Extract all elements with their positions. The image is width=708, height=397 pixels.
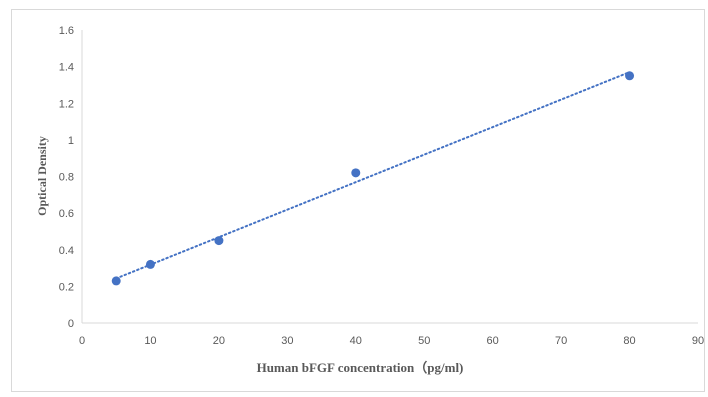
x-tick-label: 90 bbox=[692, 335, 704, 347]
y-tick-label: 1.4 bbox=[59, 62, 74, 74]
data-points bbox=[111, 71, 635, 286]
trendline-group bbox=[115, 71, 631, 280]
data-point bbox=[351, 168, 361, 178]
x-tick-label: 50 bbox=[418, 335, 430, 347]
trendline bbox=[115, 71, 631, 280]
x-tick-label: 60 bbox=[487, 335, 499, 347]
x-tick-label: 0 bbox=[79, 335, 85, 347]
data-point bbox=[111, 276, 121, 286]
x-tick-label: 70 bbox=[555, 335, 567, 347]
axes bbox=[81, 30, 698, 324]
x-tick-label: 30 bbox=[281, 335, 293, 347]
data-point bbox=[625, 71, 635, 81]
chart-frame bbox=[11, 9, 705, 392]
y-tick-label: 1 bbox=[68, 135, 74, 147]
x-tick-label: 80 bbox=[623, 335, 635, 347]
x-tick-labels: 0 10 20 30 40 50 60 70 80 90 bbox=[79, 335, 704, 347]
data-point bbox=[145, 259, 155, 269]
x-tick-label: 20 bbox=[213, 335, 225, 347]
y-tick-label: 0.6 bbox=[59, 208, 74, 220]
x-axis-title: Human bFGF concentration（pg/ml) bbox=[257, 360, 464, 375]
x-tick-label: 10 bbox=[144, 335, 156, 347]
y-tick-label: 0 bbox=[68, 318, 74, 330]
y-tick-label: 1.6 bbox=[59, 25, 74, 37]
y-tick-label: 0.8 bbox=[59, 172, 74, 184]
y-tick-labels: 0 0.2 0.4 0.6 0.8 1 1.2 1.4 1.6 bbox=[59, 25, 74, 330]
x-tick-label: 40 bbox=[350, 335, 362, 347]
y-tick-label: 0.4 bbox=[59, 245, 74, 257]
y-tick-label: 1.2 bbox=[59, 98, 74, 110]
y-axis-title: Optical Density bbox=[35, 136, 49, 216]
y-tick-label: 0.2 bbox=[59, 281, 74, 293]
data-point bbox=[214, 236, 224, 246]
